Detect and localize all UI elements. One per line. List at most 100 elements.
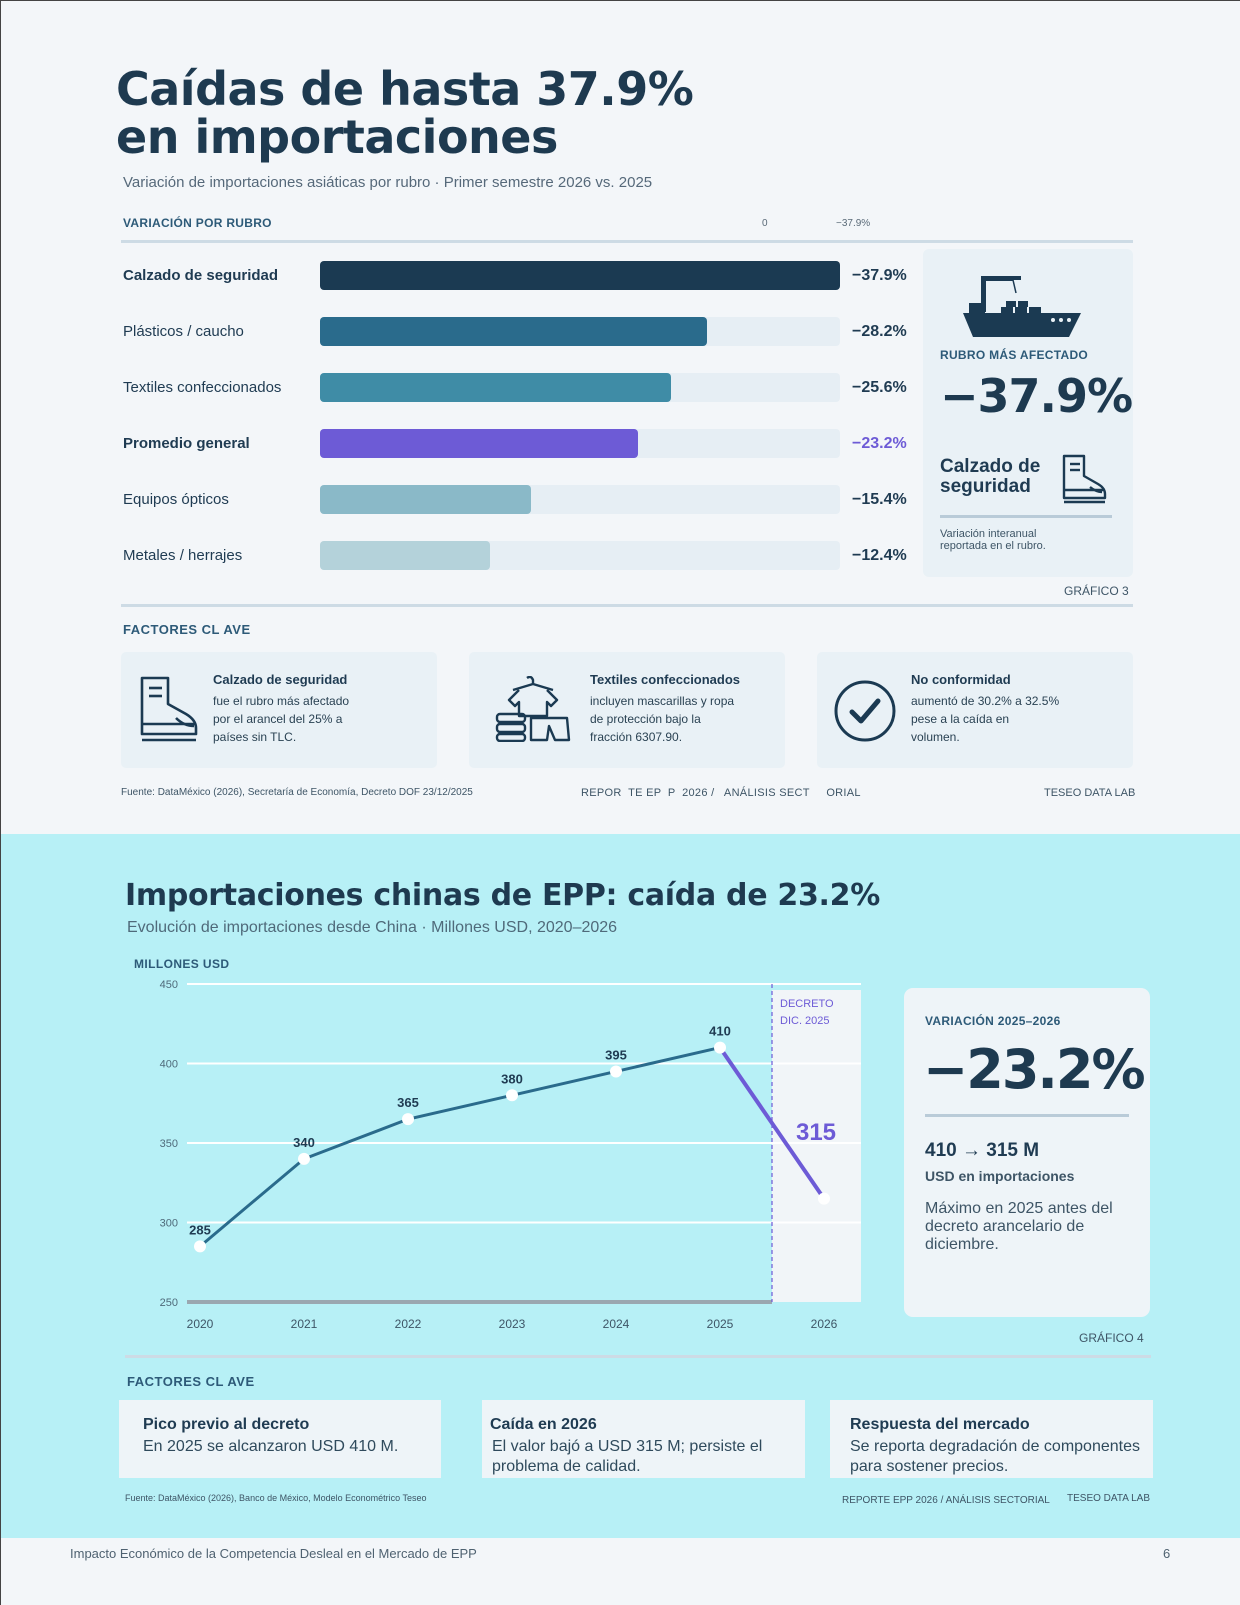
bar-value-label: −23.2% [852,435,907,452]
data-label: 395 [605,1047,627,1062]
bar-track [320,485,840,514]
bar-label: Metales / herrajes [123,547,243,564]
bar-track [320,429,840,458]
bar-row: Plásticos / caucho −28.2% [1,317,921,347]
factor-card-market: Respuesta del mercado Se reporta degrada… [830,1400,1153,1478]
y-tick-label: 350 [160,1138,178,1150]
axis-max-label: −37.9% [836,218,871,229]
variation-divider [925,1114,1129,1117]
safety-boot-icon [140,676,198,742]
x-tick-label: 2024 [603,1317,630,1331]
bar [320,261,840,290]
variation-note: Máximo en 2025 antes del decreto arancel… [925,1200,1113,1253]
factor-title: Calzado de seguridad [213,672,348,687]
bar-label: Promedio general [123,435,250,452]
decree-label: DECRETO [780,998,834,1010]
data-point [402,1113,414,1126]
bar-track [320,373,840,402]
x-tick-label: 2025 [707,1317,734,1331]
bar [320,541,491,570]
bar-label: Textiles confeccionados [123,379,282,396]
x-tick-label: 2026 [811,1317,838,1331]
section-bar-chart: Caídas de hasta 37.9% en importaciones V… [1,1,1240,834]
bar-row: Equipos ópticos −15.4% [1,485,921,515]
x-tick-label: 2022 [395,1317,422,1331]
variation-value: −23.2% [923,1038,1146,1101]
bar-value-label: −12.4% [852,547,907,564]
factor-text: En 2025 se alcanzaron USD 410 M. [143,1438,399,1455]
section-subtitle: Evolución de importaciones desde China ·… [127,919,618,936]
variation-card: VARIACIÓN 2025–2026 −23.2% 410 → 315 M U… [904,988,1150,1317]
highlight-divider [940,515,1112,518]
bar-row: Calzado de seguridad −37.9% [1,261,921,291]
axis-header: VARIACIÓN POR RUBRO [123,216,272,230]
variation-tag: VARIACIÓN 2025–2026 [925,1014,1061,1028]
x-tick-label: 2020 [187,1317,214,1331]
bar-value-label: −37.9% [852,267,907,284]
bar-track [320,317,840,346]
factor-text: aumentó de 30.2% a 32.5% pese a la caída… [911,694,1060,744]
highlight-tag: RUBRO MÁS AFECTADO [940,348,1089,362]
page-footer: Impacto Económico de la Competencia Desl… [1,1538,1240,1605]
factor-text: incluyen mascarillas y ropa de protecció… [590,694,735,744]
safety-boot-icon [1062,454,1107,504]
highlight-note: Variación interanual reportada en el rub… [940,528,1046,552]
factor-card-peak: Pico previo al decreto En 2025 se alcanz… [119,1400,441,1478]
decree-label: DIC. 2025 [780,1015,830,1027]
y-tick-label: 450 [160,979,178,991]
data-label: 365 [397,1095,419,1110]
divider [121,604,1133,607]
x-tick-label: 2023 [499,1317,526,1331]
factor-text: El valor bajó a USD 315 M; persiste el p… [492,1438,763,1475]
bar [320,373,672,402]
bar-track [320,541,840,570]
bar-row: Textiles confeccionados −25.6% [1,373,921,403]
clothing-icon [495,676,571,742]
bar-label: Equipos ópticos [123,491,229,508]
variation-range: 410 → 315 M [925,1140,1040,1161]
y-tick-label: 250 [160,1297,178,1309]
bar-label: Plásticos / caucho [123,323,244,340]
check-circle-icon [834,680,896,742]
data-label: 410 [709,1024,731,1039]
highlight-card: RUBRO MÁS AFECTADO −37.9% Calzado de seg… [923,249,1133,577]
bar-value-label: −25.6% [852,379,907,396]
highlight-name: Calzado de seguridad [940,456,1041,497]
series-line [199,1046,721,1248]
data-point [714,1041,726,1054]
title-line-2: en importaciones [116,110,558,164]
highlight-value: −37.9% [940,369,1133,423]
bar [320,317,707,346]
subtitle: Variación de importaciones asiáticas por… [123,174,653,191]
y-tick-label: 400 [160,1059,178,1071]
data-point [298,1152,310,1165]
footer-title: Impacto Económico de la Competencia Desl… [70,1546,477,1561]
report-label: REPOR TE EP P 2026 / ANÁLISIS SECT ORIAL [581,787,861,799]
factor-title: Textiles confeccionados [590,672,741,687]
lab-label: TESEO DATA LAB [1067,1493,1150,1504]
variation-unit: USD en importaciones [925,1168,1075,1184]
factor-title: No conformidad [911,672,1011,687]
lab-label: TESEO DATA LAB [1044,787,1136,799]
source-note: Fuente: DataMéxico (2026), Banco de Méxi… [125,1493,427,1503]
section-title: Importaciones chinas de EPP: caída de 23… [125,878,880,913]
divider [121,240,1133,243]
bar-row: Metales / herrajes −12.4% [1,541,921,571]
factors-header: FACTORES CL AVE [127,1374,255,1389]
page-number: 6 [1163,1546,1171,1561]
title-line-1: Caídas de hasta 37.9% [116,62,694,116]
factor-card-boots: Calzado de seguridad fue el rubro más af… [121,652,437,768]
data-point [818,1192,830,1205]
bar-value-label: −28.2% [852,323,907,340]
axis-zero-label: 0 [762,218,768,229]
factor-card-textiles: Textiles confeccionados incluyen mascari… [469,652,785,768]
bar [320,485,532,514]
data-point [194,1240,206,1253]
data-point [610,1065,622,1078]
page-title: Caídas de hasta 37.9% en importaciones [116,65,816,161]
line-chart: 250 300 350 400 450 DECRETO DIC. 2025 2020 2021 2… [160,979,861,1331]
y-axis-label: MILLONES USD [134,957,230,971]
data-label: 285 [189,1222,211,1237]
report-label: REPORTE EPP 2026 / ANÁLISIS SECTORIAL [842,1495,1050,1506]
